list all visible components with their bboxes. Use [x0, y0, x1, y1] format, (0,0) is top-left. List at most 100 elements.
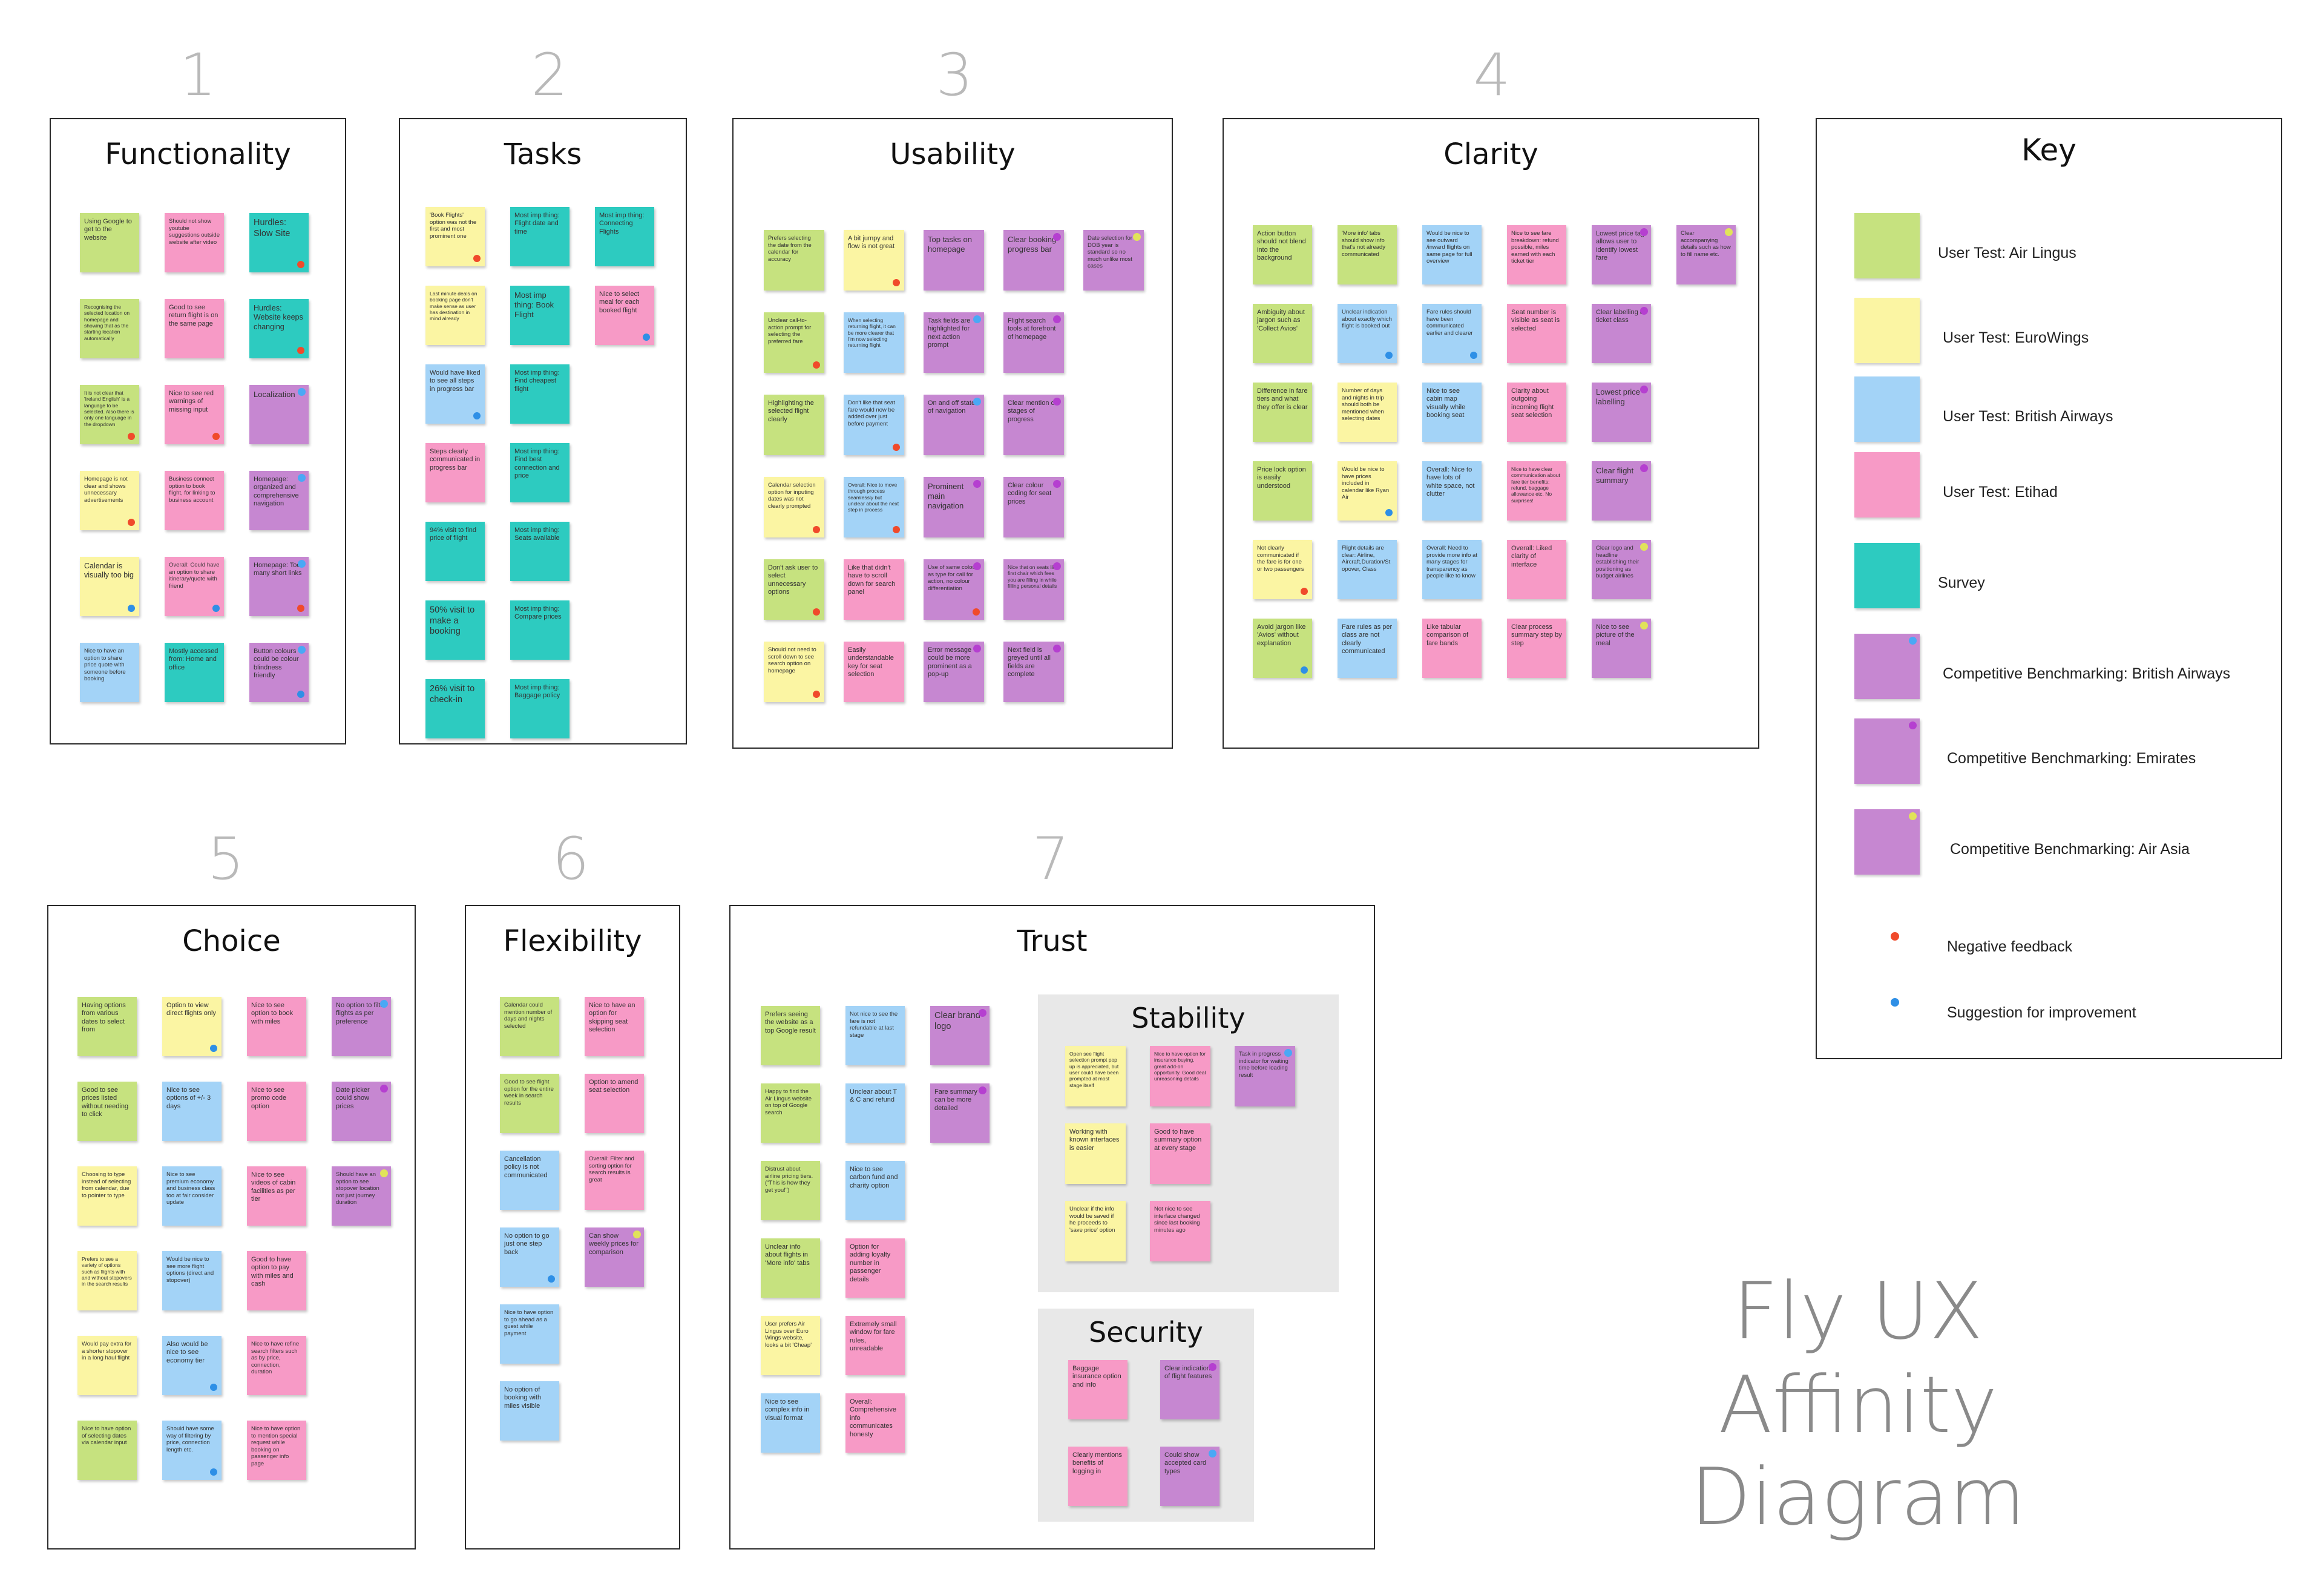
sticky-note[interactable]: Should have an option to see stopover lo… [332, 1166, 391, 1226]
sticky-note[interactable]: Don't like that seat fare would now be a… [844, 395, 904, 455]
sticky-note[interactable]: Nice to have option to go ahead as a gue… [500, 1304, 559, 1364]
sticky-note[interactable]: Nice to have clear communication about f… [1507, 461, 1566, 521]
sticky-note[interactable]: Can show weekly prices for comparison [585, 1227, 644, 1287]
sticky-note[interactable]: It is not clear that 'Ireland English' i… [80, 385, 139, 444]
sticky-note[interactable]: Would be nice to see more flight options… [162, 1251, 222, 1310]
sticky-note[interactable]: Calendar is visually too big [80, 557, 139, 616]
sticky-note[interactable]: Most imp thing: Flight date and time [510, 207, 570, 266]
sticky-note[interactable]: Price lock option is easily understood [1253, 461, 1312, 521]
sticky-note[interactable]: Overall: Need to provide more info at ma… [1422, 540, 1482, 599]
sticky-note[interactable]: Number of days and nights in trip should… [1338, 383, 1397, 442]
sticky-note[interactable]: Should have some way of filtering by pri… [162, 1421, 222, 1480]
sticky-note[interactable]: Action button should not blend into the … [1253, 225, 1312, 284]
sticky-note[interactable]: Nice to have an option to share price qu… [80, 643, 139, 702]
sticky-note[interactable]: Overall: Nice to move through process se… [844, 477, 904, 537]
sticky-note[interactable]: Clear indication of flight features [1160, 1360, 1219, 1419]
sticky-note[interactable]: Hurdles: Slow Site [249, 213, 309, 272]
sticky-note[interactable]: 'Book Flights' option was not the first … [425, 207, 485, 266]
sticky-note[interactable]: Baggage insurance option and info [1068, 1360, 1128, 1419]
sticky-note[interactable]: Prefers selecting the date from the cale… [764, 230, 824, 291]
sticky-note[interactable]: Most imp thing: Connecting Flights [595, 207, 654, 266]
sticky-note[interactable]: Nice to see complex info in visual forma… [761, 1393, 820, 1453]
sticky-note[interactable]: Nice to have option to mention special r… [247, 1421, 306, 1480]
sticky-note[interactable]: Business connect option to book flight, … [165, 471, 224, 530]
sticky-note[interactable]: Flight details are clear: Airline, Aircr… [1338, 540, 1397, 599]
sticky-note[interactable]: Nice to see cabin map visually while boo… [1422, 383, 1482, 442]
sticky-note[interactable]: Option for adding loyalty number in pass… [845, 1238, 905, 1298]
sticky-note[interactable]: Most imp thing: Find cheapest flight [510, 364, 570, 424]
sticky-note[interactable]: Good to see return flight is on the same… [165, 299, 224, 358]
sticky-note[interactable]: Prefers seeing the website as a top Goog… [761, 1006, 820, 1065]
sticky-note[interactable]: Clarity about outgoing incoming flight s… [1507, 383, 1566, 442]
sticky-note[interactable]: Fare rules as per class are not clearly … [1338, 619, 1397, 678]
sticky-note[interactable]: Overall: Liked clarity of interface [1507, 540, 1566, 599]
sticky-note[interactable]: Option to amend seat selection [585, 1074, 644, 1133]
sticky-note[interactable]: Nice to have an option for skipping seat… [585, 997, 644, 1056]
sticky-note[interactable]: Unclear call-to-action prompt for select… [764, 312, 824, 373]
sticky-note[interactable]: 50% visit to make a booking [425, 600, 485, 660]
sticky-note[interactable]: User prefers Air Lingus over Euro Wings … [761, 1316, 820, 1375]
sticky-note[interactable]: 94% visit to find price of flight [425, 522, 485, 581]
sticky-note[interactable]: Open see flight selection prompt pop up … [1065, 1046, 1126, 1106]
sticky-note[interactable]: Nice to have refine search filters such … [247, 1336, 306, 1395]
sticky-note[interactable]: Clear booking progress bar [1003, 230, 1064, 291]
sticky-note[interactable]: Prominent main navigation [924, 477, 984, 537]
sticky-note[interactable]: Choosing to type instead of selecting fr… [77, 1166, 137, 1226]
frame-functionality[interactable]: Functionality Using Google to get to the… [50, 118, 346, 744]
sticky-note[interactable]: Distrust about airline pricing tiers. ("… [761, 1161, 820, 1220]
sticky-note[interactable]: Nice to see option to book with miles [247, 997, 306, 1056]
sticky-note[interactable]: Would be nice to see outward /inward fli… [1422, 225, 1482, 284]
sticky-note[interactable]: When selecting returning flight, it can … [844, 312, 904, 373]
sticky-note[interactable]: Unclear indication about exactly which f… [1338, 304, 1397, 363]
sticky-note[interactable]: Nice to see carbon fund and charity opti… [845, 1161, 905, 1220]
sticky-note[interactable]: Would be nice to have prices included in… [1338, 461, 1397, 521]
sticky-note[interactable]: Date selection for DOB year is standard … [1083, 230, 1144, 291]
sticky-note[interactable]: Nice to see promo code option [247, 1082, 306, 1141]
sticky-note[interactable]: Should not show youtube suggestions outs… [165, 213, 224, 272]
subframe-stability[interactable]: Stability Open see flight selection prom… [1038, 994, 1339, 1292]
sticky-note[interactable]: Homepage: Too many short links [249, 557, 309, 616]
sticky-note[interactable]: Using Google to get to the website [80, 213, 139, 272]
sticky-note[interactable]: Avoid jargon like 'Avios' without explan… [1253, 619, 1312, 678]
sticky-note[interactable]: Not nice to see interface changed since … [1150, 1201, 1210, 1261]
sticky-note[interactable]: Overall: Could have an option to share i… [165, 557, 224, 616]
sticky-note[interactable]: On and off states of navigation [924, 395, 984, 455]
sticky-note[interactable]: Happy to find the Air Lingus website on … [761, 1083, 820, 1143]
sticky-note[interactable]: Nice to see picture of the meal [1592, 619, 1651, 678]
sticky-note[interactable]: Unclear about T & C and refund [845, 1083, 905, 1143]
sticky-note[interactable]: Cancellation policy is not communicated [500, 1151, 559, 1210]
sticky-note[interactable]: Clear logo and headline establishing the… [1592, 540, 1651, 599]
sticky-note[interactable]: Task in progress indicator for waiting t… [1235, 1046, 1295, 1106]
sticky-note[interactable]: Nice that on seats like first chair whic… [1003, 559, 1064, 620]
sticky-note[interactable]: Most imp thing: Find best connection and… [510, 443, 570, 502]
sticky-note[interactable]: Nice to see premium economy and business… [162, 1166, 222, 1226]
sticky-note[interactable]: Flight search tools at forefront of home… [1003, 312, 1064, 373]
sticky-note[interactable]: Calendar could mention number of days an… [500, 997, 559, 1056]
subframe-security[interactable]: Security Baggage insurance option and in… [1038, 1309, 1254, 1522]
sticky-note[interactable]: Like tabular comparison of fare bands [1422, 619, 1482, 678]
sticky-note[interactable]: Good to have summary option at every sta… [1150, 1123, 1210, 1184]
sticky-note[interactable]: Use of same colour as type for call for … [924, 559, 984, 620]
sticky-note[interactable]: Could show accepted card types [1160, 1447, 1219, 1506]
sticky-note[interactable]: Should not need to scroll down to see se… [764, 642, 824, 702]
sticky-note[interactable]: Unclear if the info would be saved if he… [1065, 1201, 1126, 1261]
sticky-note[interactable]: 26% visit to check-in [425, 679, 485, 738]
sticky-note[interactable]: Steps clearly communicated in progress b… [425, 443, 485, 502]
sticky-note[interactable]: Clear flight summary [1592, 461, 1651, 521]
sticky-note[interactable]: Good to see prices listed without needin… [77, 1082, 137, 1141]
sticky-note[interactable]: Clear labelling of ticket class [1592, 304, 1651, 363]
sticky-note[interactable]: Mostly accessed from: Home and office [165, 643, 224, 702]
sticky-note[interactable]: Would pay extra for a shorter stopover i… [77, 1336, 137, 1395]
sticky-note[interactable]: Most imp thing: Seats available [510, 522, 570, 581]
sticky-note[interactable]: 'More info' tabs should show info that's… [1338, 225, 1397, 284]
sticky-note[interactable]: Nice to see fare breakdown: refund possi… [1507, 225, 1566, 284]
sticky-note[interactable]: Next field is greyed until all fields ar… [1003, 642, 1064, 702]
sticky-note[interactable]: Working with known interfaces is easier [1065, 1123, 1126, 1184]
sticky-note[interactable]: Localization [249, 385, 309, 444]
sticky-note[interactable]: Nice to see red warnings of missing inpu… [165, 385, 224, 444]
sticky-note[interactable]: Don't ask user to select unnecessary opt… [764, 559, 824, 620]
sticky-note[interactable]: Nice to see options of +/- 3 days [162, 1082, 222, 1141]
sticky-note[interactable]: Not nice to see the fare is not refundab… [845, 1006, 905, 1065]
sticky-note[interactable]: Hurdles: Website keeps changing [249, 299, 309, 358]
sticky-note[interactable]: No option of booking with miles visible [500, 1381, 559, 1441]
